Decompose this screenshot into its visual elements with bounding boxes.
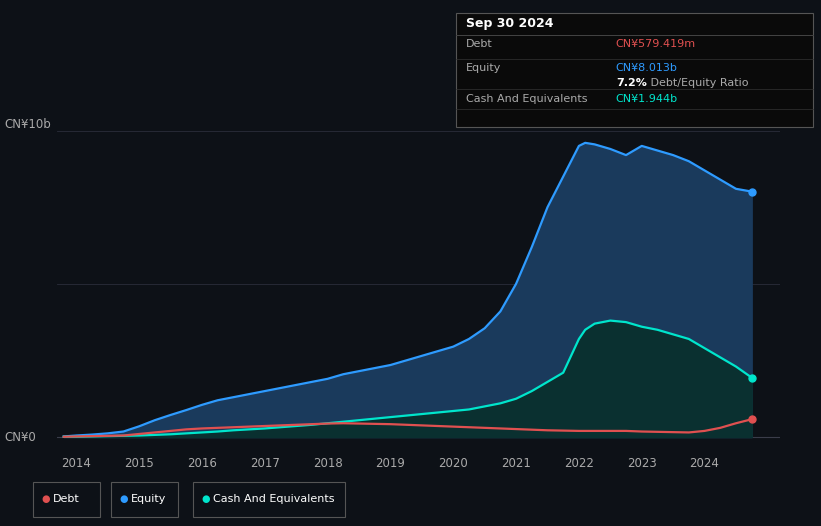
Text: ●: ● bbox=[201, 494, 209, 504]
Text: Equity: Equity bbox=[466, 63, 501, 73]
Text: Cash And Equivalents: Cash And Equivalents bbox=[466, 94, 587, 104]
Text: CN¥579.419m: CN¥579.419m bbox=[616, 39, 696, 49]
Text: Debt: Debt bbox=[466, 39, 493, 49]
Text: ●: ● bbox=[41, 494, 49, 504]
Text: 7.2%: 7.2% bbox=[616, 78, 647, 88]
Text: Debt/Equity Ratio: Debt/Equity Ratio bbox=[647, 78, 749, 88]
Text: CN¥8.013b: CN¥8.013b bbox=[616, 63, 677, 73]
Text: ●: ● bbox=[119, 494, 127, 504]
Text: CN¥0: CN¥0 bbox=[4, 431, 36, 443]
Text: CN¥10b: CN¥10b bbox=[4, 118, 51, 130]
Text: CN¥1.944b: CN¥1.944b bbox=[616, 94, 678, 104]
Text: Sep 30 2024: Sep 30 2024 bbox=[466, 17, 553, 30]
Text: Debt: Debt bbox=[53, 494, 80, 504]
Text: Equity: Equity bbox=[131, 494, 166, 504]
Text: Cash And Equivalents: Cash And Equivalents bbox=[213, 494, 334, 504]
